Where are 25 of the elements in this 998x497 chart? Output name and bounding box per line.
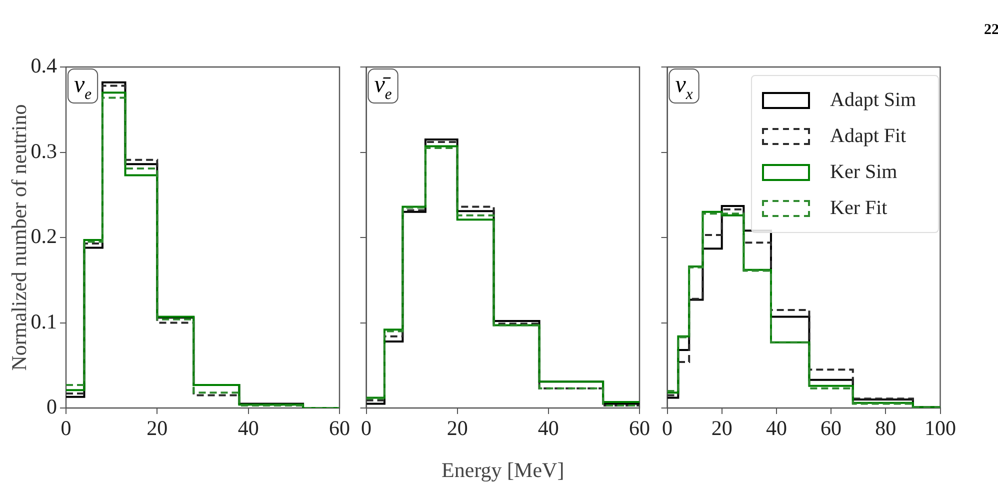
- legend-label: Ker Fit: [830, 196, 888, 220]
- x-tick-label: 40: [538, 416, 559, 440]
- x-tick-label: 60: [820, 416, 842, 440]
- y-tick-label: 0.2: [30, 224, 57, 248]
- y-axis-title: Normalized number of neutrino: [7, 104, 32, 371]
- x-tick-label: 80: [875, 416, 896, 440]
- y-tick-label: 0.4: [30, 54, 58, 78]
- x-tick-label: 0: [662, 416, 672, 440]
- y-tick-label: 0.3: [30, 138, 57, 163]
- legend-label: Adapt Sim: [830, 88, 916, 112]
- x-tick-label: 100: [924, 416, 956, 440]
- x-tick-label: 0: [361, 416, 372, 440]
- x-axis-title: Energy [MeV]: [442, 458, 564, 482]
- y-tick-label: 0.1: [30, 309, 57, 334]
- x-tick-label: 40: [238, 416, 259, 440]
- x-tick-label: 20: [446, 416, 468, 440]
- x-tick-label: 40: [766, 416, 787, 440]
- legend-label: Adapt Fit: [830, 124, 906, 148]
- x-tick-label: 60: [629, 416, 650, 440]
- x-tick-label: 60: [329, 416, 350, 440]
- legend-label: Ker Sim: [830, 160, 898, 184]
- x-tick-label: 20: [711, 416, 732, 440]
- x-tick-label: 20: [146, 416, 168, 440]
- text: 22: [984, 22, 998, 39]
- y-tick-label: 0: [46, 394, 57, 419]
